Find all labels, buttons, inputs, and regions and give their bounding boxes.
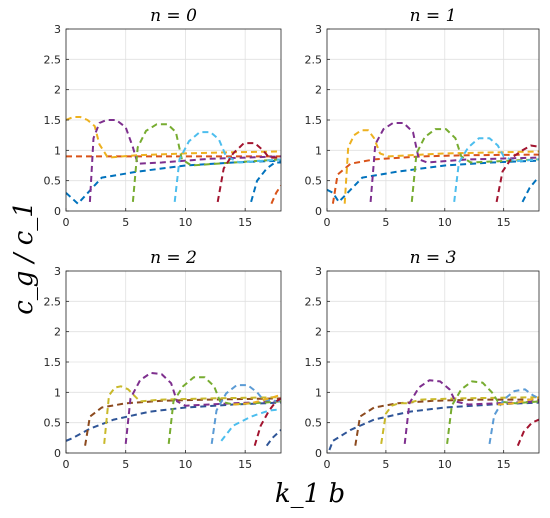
- y-tick-label: 1.5: [305, 356, 323, 369]
- series-line-7: [250, 161, 281, 203]
- y-tick-label: 2.5: [44, 295, 62, 308]
- y-tick-label: 2: [315, 326, 322, 339]
- panel-title: n = 1: [410, 6, 457, 26]
- series-line-3: [369, 122, 539, 202]
- x-tick-label: 0: [63, 216, 70, 229]
- y-tick-label: 3: [54, 265, 61, 278]
- series-line-4: [131, 123, 281, 202]
- series-line-0: [66, 159, 281, 205]
- y-tick-label: 2.5: [305, 295, 323, 308]
- y-tick-label: 0.5: [44, 175, 62, 188]
- y-tick-label: 3: [315, 265, 322, 278]
- y-tick-label: 2: [54, 84, 61, 97]
- y-tick-label: 0: [315, 205, 322, 218]
- y-tick-label: 0: [54, 447, 61, 460]
- x-tick-label: 10: [178, 216, 192, 229]
- series-line-4: [167, 376, 281, 445]
- panel-0: 0 5 10 15 0 0.5 1 1.5 2 2.5 3 n = 0: [44, 6, 282, 229]
- x-tick-label: 5: [382, 216, 389, 229]
- y-tick-label: 0: [54, 205, 61, 218]
- series-line-2: [66, 116, 281, 159]
- series-line-1: [354, 398, 539, 446]
- y-tick-label: 0.5: [305, 417, 323, 430]
- x-tick-label: 5: [122, 216, 129, 229]
- y-tick-label: 1: [54, 144, 61, 157]
- series-line-2: [103, 385, 281, 444]
- series-line-3: [88, 119, 281, 202]
- y-tick-label: 1: [315, 144, 322, 157]
- series-line-5: [488, 388, 539, 445]
- y-tick-label: 2.5: [44, 53, 62, 66]
- series-line-2: [343, 129, 539, 204]
- series-line-8: [253, 397, 281, 446]
- series-line-6: [495, 144, 539, 203]
- series-line-4: [410, 128, 539, 202]
- series-line-0: [66, 401, 281, 442]
- panel-1: 0 5 10 15 0 0.5 1 1.5 2 2.5 3 n = 1: [305, 6, 540, 229]
- series-line-7: [516, 418, 539, 447]
- series-line-0: [328, 401, 539, 451]
- x-tick-label: 15: [497, 458, 511, 471]
- y-tick-label: 2: [54, 326, 61, 339]
- series-line-3: [124, 371, 281, 445]
- series-line-3: [403, 379, 539, 445]
- y-tick-label: 1.5: [305, 114, 323, 127]
- x-tick-label: 0: [324, 216, 331, 229]
- series-line-4: [446, 380, 539, 445]
- y-tick-label: 0.5: [44, 417, 62, 430]
- panel-title: n = 3: [410, 248, 457, 268]
- panel-3: 0 5 10 15 0 0.5 1 1.5 2 2.5 3 n = 3: [305, 248, 540, 471]
- y-tick-label: 3: [54, 23, 61, 36]
- y-tick-label: 1: [315, 386, 322, 399]
- x-tick-label: 10: [438, 216, 452, 229]
- x-tick-label: 15: [238, 216, 252, 229]
- panel-title: n = 0: [150, 6, 197, 26]
- y-tick-label: 2: [315, 84, 322, 97]
- series-line-7: [233, 393, 281, 406]
- series-line-0: [327, 159, 539, 203]
- series-line-1: [84, 397, 281, 446]
- y-tick-label: 1.5: [44, 356, 62, 369]
- y-tick-label: 1.5: [44, 114, 62, 127]
- series-line-6: [216, 142, 281, 203]
- y-tick-label: 1: [54, 386, 61, 399]
- series-line-7: [521, 176, 539, 203]
- series-line-6: [220, 408, 281, 442]
- x-tick-label: 0: [63, 458, 70, 471]
- panel-title: n = 2: [150, 248, 197, 268]
- x-tick-label: 5: [122, 458, 129, 471]
- series-line-8: [270, 184, 281, 205]
- x-tick-label: 0: [324, 458, 331, 471]
- x-axis-label: k_1 b: [275, 479, 345, 509]
- y-tick-label: 2.5: [305, 53, 323, 66]
- x-tick-label: 15: [497, 216, 511, 229]
- series-line-9: [265, 429, 281, 447]
- series-line-6: [497, 396, 539, 406]
- series-line-5: [210, 384, 281, 445]
- y-tick-label: 0.5: [305, 175, 323, 188]
- x-tick-label: 10: [438, 458, 452, 471]
- x-tick-label: 5: [382, 458, 389, 471]
- y-tick-label: 0: [315, 447, 322, 460]
- y-tick-label: 3: [315, 23, 322, 36]
- x-tick-label: 15: [238, 458, 252, 471]
- y-axis-label: c_g / c_1: [9, 201, 39, 315]
- panel-2: 0 5 10 15 0 0.5 1 1.5 2 2.5 3 n = 2: [44, 248, 282, 471]
- series-line-2: [380, 396, 539, 445]
- x-tick-label: 10: [178, 458, 192, 471]
